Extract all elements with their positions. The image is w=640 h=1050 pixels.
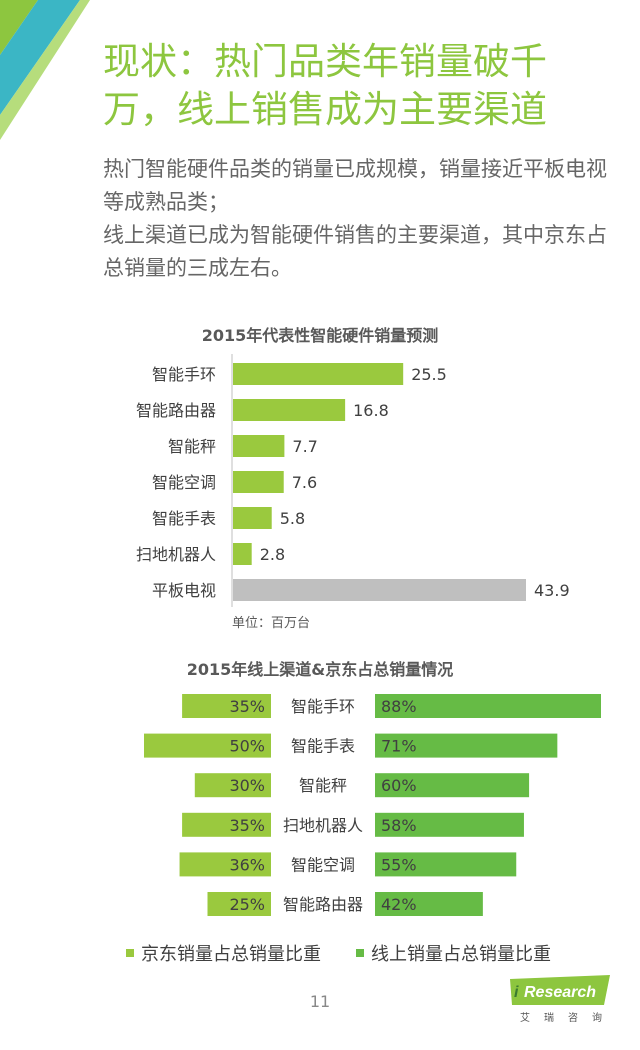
chart1-unit-label: 单位：百万台	[232, 616, 311, 631]
logo-subtitle: 艾瑞咨询	[520, 1013, 616, 1024]
logo-i: i	[514, 984, 519, 1001]
chart1-value-label: 5.8	[280, 509, 305, 528]
chart2-value-label-online: 42%	[381, 895, 417, 914]
chart1-value-label: 16.8	[353, 401, 389, 420]
chart2-value-label-online: 58%	[381, 816, 417, 835]
chart2-bar-jd	[179, 852, 271, 877]
page-number: 11	[309, 992, 331, 1011]
chart1-category-label: 平板电视	[152, 581, 216, 600]
chart2-category-label: 智能手环	[291, 697, 355, 716]
chart2-category-label: 智能空调	[291, 855, 355, 874]
chart2-bar-online	[375, 733, 558, 758]
chart2-bar-jd	[144, 733, 271, 758]
chart1-value-label: 7.7	[292, 437, 317, 456]
chart1-value-label: 43.9	[534, 581, 570, 600]
iresearch-logo: i Research 艾瑞咨询	[510, 975, 620, 1025]
chart2-bar-jd	[207, 892, 271, 916]
chart2-bar-online	[375, 812, 524, 837]
chart2-value-label-online: 55%	[381, 855, 417, 874]
legend-swatch-jd	[126, 949, 134, 957]
chart2-category-label: 智能手表	[291, 737, 355, 756]
chart2-value-label-online: 88%	[381, 697, 417, 716]
page-title: 现状：热门品类年销量破千 万，线上销售成为主要渠道	[103, 38, 613, 134]
chart1-bar	[233, 399, 346, 421]
chart2-value-label-jd: 35%	[229, 697, 265, 716]
corner-decoration	[0, 0, 90, 140]
chart2-value-label-jd: 30%	[229, 776, 265, 795]
chart2-bar-online	[375, 773, 530, 798]
chart1-bar	[233, 579, 526, 601]
legend-label-online: 线上销量占总销量比重	[371, 944, 551, 965]
chart1-title: 2015年代表性智能硬件销量预测	[201, 326, 439, 345]
chart1-bar	[233, 363, 404, 385]
chart2-category-label: 智能秤	[299, 776, 347, 795]
channel-share-chart: 35% 智能手环 88% 50% 智能手表 71% 30% 智能秤 60% 35% 扫地机器人 58%…	[144, 694, 601, 916]
chart2-value-label-online: 71%	[381, 737, 417, 756]
description-paragraph: 线上渠道已成为智能硬件销售的主要渠道，其中京东占总销量的三成左右。	[103, 223, 607, 280]
sales-forecast-chart: 智能手环 25.5 智能路由器 16.8 智能秤 7.7 智能空调 7.6 智能手表 5.8 扫地机…	[136, 354, 570, 607]
chart1-value-label: 25.5	[411, 365, 447, 384]
chart1-category-label: 扫地机器人	[136, 545, 216, 564]
corner-light-shape	[0, 0, 90, 140]
description-paragraph: 热门智能硬件品类的销量已成规模，销量接近平板电视等成熟品类；	[103, 157, 607, 214]
page-title-line2: 万，线上销售成为主要渠道	[103, 88, 547, 131]
chart1-bar	[233, 435, 285, 457]
chart1-category-label: 智能手环	[152, 365, 216, 384]
chart2-bar-jd	[182, 812, 271, 837]
logo-banner-shape	[510, 975, 610, 1005]
chart1-value-label: 2.8	[260, 545, 285, 564]
chart2-title: 2015年线上渠道&京东占总销量情况	[186, 660, 454, 679]
page-title-line1: 现状：热门品类年销量破千	[103, 40, 547, 83]
chart1-bar	[233, 471, 284, 493]
chart1-category-label: 智能空调	[152, 473, 216, 492]
legend-label-jd: 京东销量占总销量比重	[141, 944, 321, 965]
chart1-bar	[233, 543, 252, 565]
chart2-bar-jd	[182, 694, 271, 718]
legend-item-jd: 京东销量占总销量比重	[126, 940, 321, 966]
chart2-bar-online	[375, 852, 517, 877]
chart1-category-label: 智能手表	[152, 509, 216, 528]
chart1-value-label: 7.6	[292, 473, 317, 492]
chart1-category-label: 智能路由器	[136, 401, 216, 420]
chart2-value-label-online: 60%	[381, 776, 417, 795]
chart2-value-label-jd: 50%	[229, 737, 265, 756]
chart2-legend: 京东销量占总销量比重 线上销量占总销量比重	[0, 940, 640, 966]
chart2-bar-online	[375, 694, 601, 718]
chart2-bar-jd	[194, 773, 271, 798]
chart2-bar-online	[375, 892, 483, 916]
chart2-category-label: 智能路由器	[283, 895, 363, 914]
legend-item-online: 线上销量占总销量比重	[356, 940, 551, 966]
legend-swatch-online	[356, 949, 364, 957]
description: 热门智能硬件品类的销量已成规模，销量接近平板电视等成熟品类； 线上渠道已成为智能…	[103, 153, 618, 285]
chart1-category-label: 智能秤	[168, 437, 216, 456]
logo-text: Research	[524, 984, 597, 1001]
chart1-bar	[233, 507, 272, 529]
chart2-value-label-jd: 35%	[229, 816, 265, 835]
chart2-value-label-jd: 25%	[229, 895, 265, 914]
chart2-value-label-jd: 36%	[229, 855, 265, 874]
chart2-category-label: 扫地机器人	[283, 816, 363, 835]
